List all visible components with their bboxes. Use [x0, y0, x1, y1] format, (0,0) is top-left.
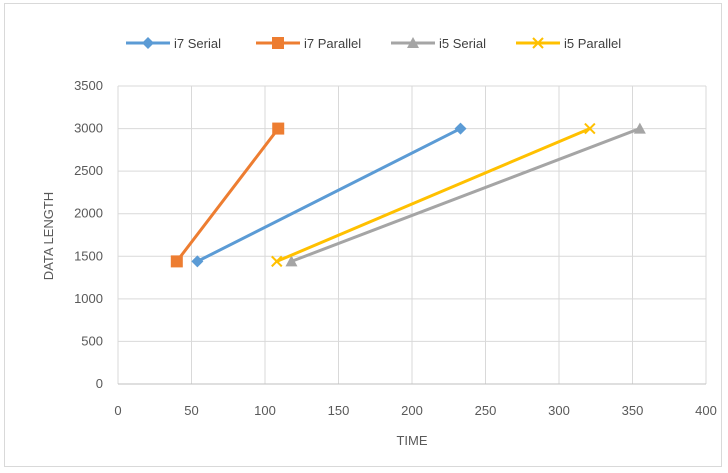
- legend-item: i7 Serial: [126, 36, 221, 51]
- legend-marker: [407, 37, 419, 48]
- y-tick-label: 3500: [74, 78, 103, 93]
- y-tick-labels: 0 500 1000 1500 2000 2500 3000 3500: [74, 78, 103, 391]
- x-tick-label: 300: [548, 403, 570, 418]
- legend: i7 Serial i7 Parallel i5 Serial i5 Parallel: [126, 36, 621, 51]
- legend-item: i5 Serial: [391, 36, 486, 51]
- x-tick-labels: 0 50 100 150 200 250 300 350 400: [114, 403, 716, 418]
- series-i5-serial: [285, 122, 646, 267]
- x-marker-stroke: [532, 37, 544, 49]
- y-tick-label: 3000: [74, 121, 103, 136]
- series-i7-parallel: [170, 122, 285, 268]
- x-marker-stroke: [584, 122, 596, 135]
- legend-label: i5 Serial: [439, 36, 486, 51]
- data-point: [454, 122, 467, 135]
- series-i5-parallel: [271, 122, 596, 268]
- x-tick-label: 0: [114, 403, 121, 418]
- x-tick-label: 150: [328, 403, 350, 418]
- series-line: [275, 127, 592, 263]
- grid-lines: [117, 85, 707, 385]
- x-tick-label: 50: [184, 403, 198, 418]
- x-tick-label: 250: [475, 403, 497, 418]
- y-tick-label: 2500: [74, 163, 103, 178]
- legend-label: i5 Parallel: [564, 36, 621, 51]
- y-tick-label: 2000: [74, 206, 103, 221]
- series-line: [289, 127, 642, 263]
- data-point: [633, 122, 646, 134]
- series-line: [195, 127, 463, 263]
- x-tick-label: 100: [254, 403, 276, 418]
- data-point: [272, 122, 285, 135]
- legend-marker: [272, 37, 284, 49]
- data-point: [584, 122, 596, 135]
- legend-label: i7 Parallel: [304, 36, 361, 51]
- y-tick-label: 500: [81, 333, 103, 348]
- legend-label: i7 Serial: [174, 36, 221, 51]
- data-point: [271, 255, 283, 268]
- data-point: [170, 255, 183, 268]
- y-tick-label: 0: [96, 376, 103, 391]
- x-tick-label: 200: [401, 403, 423, 418]
- legend-marker: [142, 37, 154, 49]
- series-layer: [170, 122, 646, 268]
- data-point: [191, 255, 204, 268]
- y-axis-title: DATA LENGTH: [41, 192, 56, 280]
- x-tick-label: 400: [695, 403, 717, 418]
- legend-item: i7 Parallel: [256, 36, 361, 51]
- legend-item: i5 Parallel: [516, 36, 621, 51]
- legend-marker: [532, 37, 544, 49]
- series-line: [175, 127, 280, 263]
- y-tick-label: 1000: [74, 291, 103, 306]
- x-tick-label: 350: [622, 403, 644, 418]
- y-tick-label: 1500: [74, 248, 103, 263]
- series-i7-serial: [191, 122, 467, 268]
- x-marker-stroke: [271, 255, 283, 268]
- x-axis-title: TIME: [396, 433, 427, 448]
- data-point: [285, 255, 298, 267]
